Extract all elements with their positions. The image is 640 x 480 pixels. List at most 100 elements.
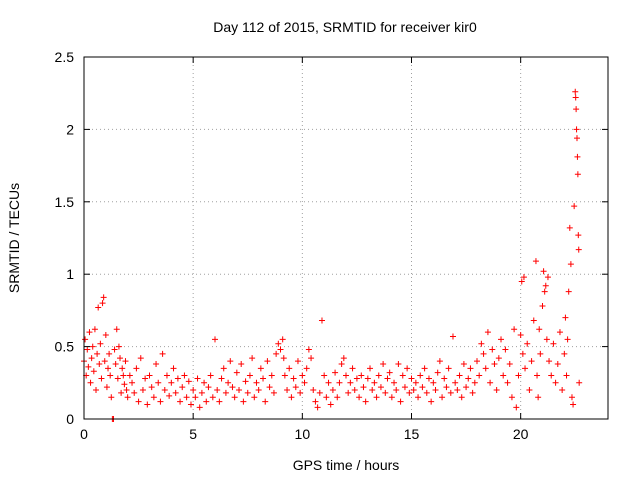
data-point	[102, 332, 109, 339]
x-tick-label: 0	[80, 426, 88, 442]
data-point	[478, 340, 485, 347]
data-point	[439, 394, 446, 401]
data-point	[573, 126, 580, 133]
data-point	[572, 94, 579, 101]
data-point	[415, 394, 422, 401]
data-point	[279, 336, 286, 343]
data-point	[121, 381, 128, 388]
data-point	[305, 346, 312, 353]
data-point	[556, 329, 563, 336]
data-point	[548, 372, 555, 379]
data-point	[520, 274, 527, 281]
data-point	[391, 379, 398, 386]
data-point	[561, 350, 568, 357]
data-point	[86, 329, 93, 336]
data-point	[474, 358, 480, 365]
data-point	[511, 326, 518, 333]
data-point	[526, 387, 533, 394]
data-point	[170, 365, 177, 372]
data-point	[244, 389, 251, 396]
data-point	[111, 346, 118, 353]
data-point	[443, 384, 450, 391]
data-point	[382, 389, 389, 396]
data-point	[530, 317, 537, 324]
data-point	[367, 365, 374, 372]
data-point	[95, 304, 102, 311]
data-point	[310, 387, 317, 394]
data-point	[148, 384, 155, 391]
data-point	[522, 365, 529, 372]
data-point	[196, 404, 203, 411]
data-point	[484, 329, 491, 336]
y-tick-label: 2	[66, 121, 74, 137]
data-point	[421, 365, 428, 372]
data-point	[236, 387, 243, 394]
data-point	[388, 394, 395, 401]
data-point	[528, 358, 535, 365]
data-point	[105, 365, 112, 372]
data-point	[456, 372, 463, 379]
x-tick-label: 20	[513, 426, 529, 442]
data-point	[536, 326, 543, 333]
data-point	[540, 268, 547, 275]
data-point	[349, 365, 356, 372]
data-point	[103, 384, 110, 391]
data-point	[364, 375, 371, 382]
data-point	[187, 401, 194, 408]
data-point	[441, 375, 448, 382]
data-point	[144, 401, 151, 408]
data-point	[292, 384, 299, 391]
data-point	[408, 375, 415, 382]
data-point	[157, 398, 164, 405]
data-point	[257, 365, 264, 372]
data-point	[541, 288, 548, 295]
data-point	[163, 372, 170, 379]
data-point	[161, 387, 168, 394]
data-point	[562, 314, 569, 321]
data-point	[179, 384, 186, 391]
data-point	[222, 389, 229, 396]
data-point	[229, 384, 236, 391]
data-point	[192, 394, 199, 401]
data-point	[159, 350, 166, 357]
data-point	[106, 350, 113, 357]
data-point	[231, 394, 238, 401]
data-point	[566, 224, 573, 231]
data-point	[334, 394, 341, 401]
data-point	[119, 365, 126, 372]
data-point	[393, 387, 400, 394]
data-point	[401, 384, 408, 391]
axis-ticks: 0 5 10 15 20 0 0.5 1 1.5 2 2.5	[55, 49, 608, 442]
data-point	[535, 394, 542, 401]
data-point	[255, 387, 262, 394]
data-point	[554, 360, 561, 367]
data-point	[570, 401, 577, 408]
data-point	[542, 282, 549, 289]
data-point	[375, 372, 382, 379]
x-tick-label: 5	[189, 426, 197, 442]
data-point	[380, 360, 387, 367]
data-point	[90, 368, 97, 375]
data-point	[573, 135, 580, 142]
data-point	[436, 358, 443, 365]
data-point	[332, 369, 339, 376]
data-point	[284, 387, 291, 394]
data-point	[181, 372, 188, 379]
data-point	[240, 398, 247, 405]
data-point	[546, 358, 553, 365]
data-point	[153, 360, 160, 367]
data-point	[434, 369, 441, 376]
data-point	[563, 372, 570, 379]
data-point	[362, 398, 369, 405]
data-point	[449, 333, 456, 340]
data-point	[82, 336, 89, 343]
data-point	[183, 394, 190, 401]
data-point	[99, 300, 106, 307]
data-point	[463, 384, 470, 391]
data-point	[238, 360, 245, 367]
data-point	[506, 360, 513, 367]
data-point	[412, 379, 419, 386]
data-point	[89, 343, 96, 350]
data-point	[142, 375, 149, 382]
